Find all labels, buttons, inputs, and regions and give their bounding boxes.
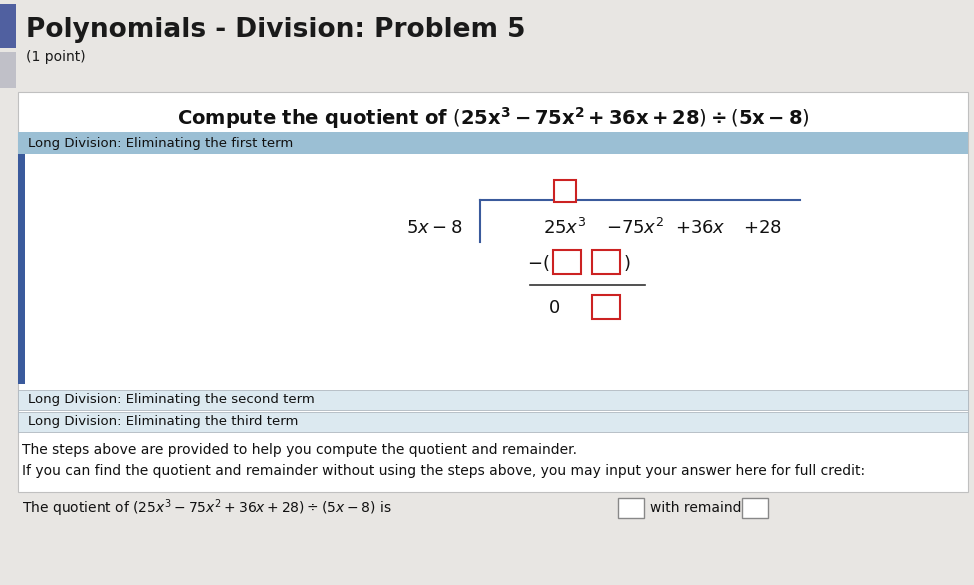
Text: $-($: $-($: [527, 253, 549, 273]
Bar: [18, 132, 968, 154]
Text: Polynomials - Division: Problem 5: Polynomials - Division: Problem 5: [26, 17, 526, 43]
Text: $+28$: $+28$: [742, 219, 781, 237]
Bar: [554, 180, 576, 202]
Bar: [618, 498, 644, 518]
Text: $25x^3$: $25x^3$: [543, 218, 586, 238]
Text: The quotient of $\left(25x^3 - 75x^2 + 36x + 28\right) \div \left(5x - 8\right)$: The quotient of $\left(25x^3 - 75x^2 + 3…: [22, 497, 392, 519]
Bar: [0, 52, 16, 88]
Text: $+36x$: $+36x$: [675, 219, 726, 237]
Bar: [18, 412, 968, 432]
Text: with remainder: with remainder: [650, 501, 756, 515]
Bar: [18, 390, 968, 410]
Text: (1 point): (1 point): [26, 50, 86, 64]
Text: $5x - 8$: $5x - 8$: [405, 219, 462, 237]
Bar: [592, 250, 620, 274]
Bar: [18, 154, 25, 384]
Text: Long Division: Eliminating the first term: Long Division: Eliminating the first ter…: [28, 136, 293, 150]
Text: $-75x^2$: $-75x^2$: [606, 218, 664, 238]
Text: The steps above are provided to help you compute the quotient and remainder.: The steps above are provided to help you…: [22, 443, 577, 457]
Text: $)$: $)$: [623, 253, 630, 273]
Text: $\bf{Compute\ the\ quotient\ of}\ \left(25x^3 - 75x^2 + 36x + 28\right) \div \le: $\bf{Compute\ the\ quotient\ of}\ \left(…: [176, 105, 809, 131]
Bar: [553, 250, 581, 274]
Text: $0$: $0$: [548, 299, 560, 317]
Bar: [742, 498, 768, 518]
Bar: [18, 92, 968, 492]
Text: If you can find the quotient and remainder without using the steps above, you ma: If you can find the quotient and remaind…: [22, 464, 865, 478]
Text: Long Division: Eliminating the second term: Long Division: Eliminating the second te…: [28, 394, 315, 407]
Bar: [592, 295, 620, 319]
Text: Long Division: Eliminating the third term: Long Division: Eliminating the third ter…: [28, 415, 298, 428]
Bar: [0, 4, 16, 48]
